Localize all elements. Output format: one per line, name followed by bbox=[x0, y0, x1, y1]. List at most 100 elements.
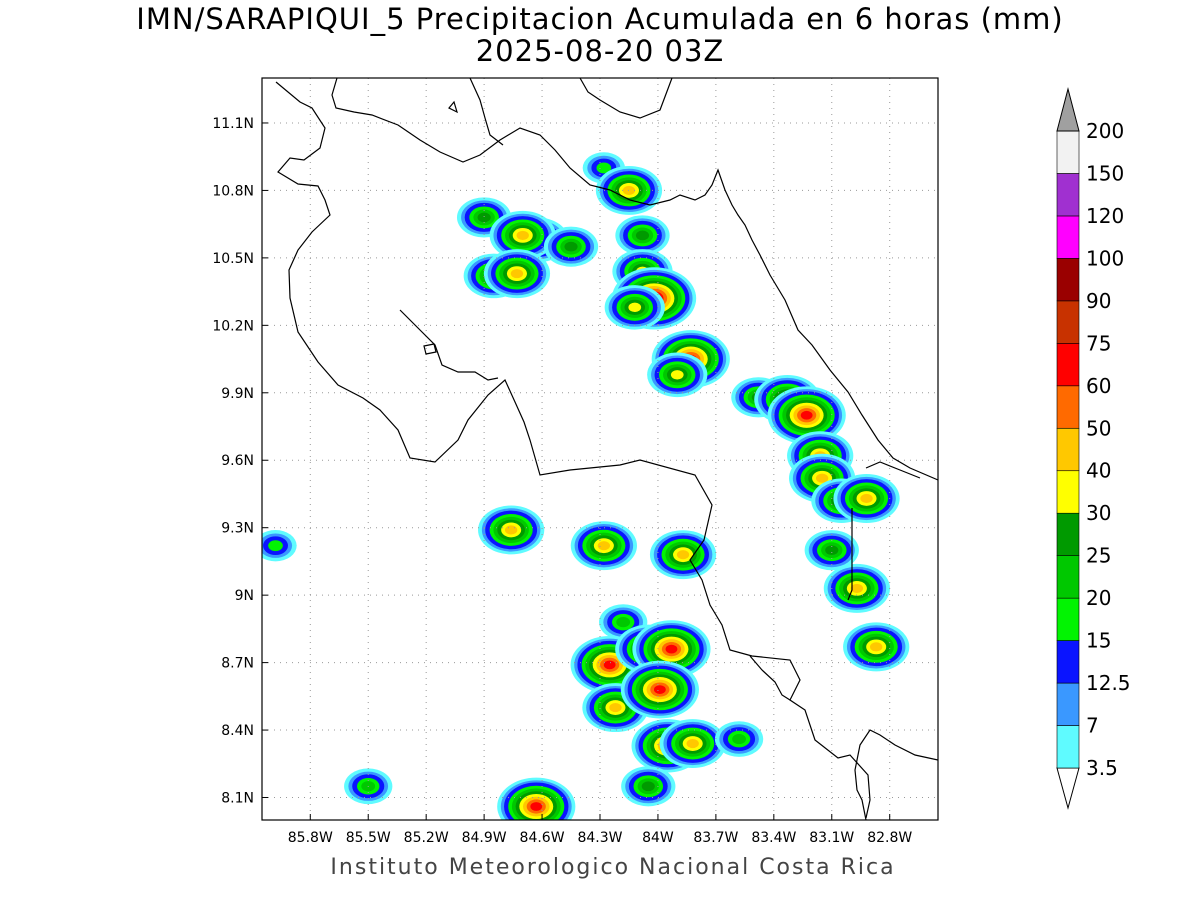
colorbar-segment bbox=[1056, 258, 1080, 302]
lon-tick-label: 83.4W bbox=[751, 830, 796, 846]
lon-tick-label: 84W bbox=[642, 830, 674, 846]
precip-contour bbox=[530, 802, 543, 811]
colorbar: 3.5 7 12.5 15 20 25 30 40 50 60 75 90 100 120 150 200 bbox=[1056, 87, 1131, 810]
axis-ticks: 85.8W 85.5W 85.2W 84.9W 84.6W 84.3W 84W 83.7W 83… bbox=[212, 116, 912, 846]
grid-lines bbox=[262, 78, 938, 820]
colorbar-segment bbox=[1056, 512, 1080, 556]
lon-tick-label: 85.8W bbox=[288, 830, 333, 846]
precip-contour bbox=[564, 241, 578, 252]
precip-cell bbox=[262, 530, 297, 562]
colorbar-label: 75 bbox=[1086, 331, 1111, 355]
precip-contour bbox=[653, 685, 666, 694]
colorbar-label: 100 bbox=[1086, 246, 1124, 270]
precip-cell bbox=[647, 352, 708, 398]
precip-cell bbox=[649, 530, 717, 580]
colorbar-label: 25 bbox=[1086, 544, 1111, 568]
precip-contour bbox=[641, 781, 655, 792]
precip-cell bbox=[621, 766, 676, 807]
precip-cell bbox=[456, 197, 512, 238]
precip-contour bbox=[609, 703, 622, 713]
coastline-and-borders bbox=[275, 78, 938, 820]
precip-cell bbox=[604, 285, 665, 330]
colorbar-segment bbox=[1056, 300, 1080, 344]
precip-contour bbox=[860, 493, 873, 504]
precip-contour bbox=[596, 162, 612, 174]
colorbar-label: 90 bbox=[1086, 289, 1111, 313]
colorbar-label: 12.5 bbox=[1086, 671, 1131, 695]
precip-cell bbox=[804, 530, 859, 571]
precip-contour bbox=[268, 540, 283, 552]
lon-tick-label: 83.1W bbox=[809, 830, 854, 846]
colorbar-label: 7 bbox=[1086, 714, 1099, 738]
colorbar-segment bbox=[1056, 385, 1080, 429]
precip-contour bbox=[670, 370, 684, 380]
precip-cell bbox=[620, 660, 699, 719]
lat-tick-label: 10.2N bbox=[212, 318, 254, 334]
colorbar-label: 120 bbox=[1086, 204, 1124, 228]
colorbar-label: 150 bbox=[1086, 161, 1124, 185]
colorbar-segment bbox=[1056, 640, 1080, 684]
precip-contour bbox=[870, 642, 883, 652]
precip-cell bbox=[615, 215, 670, 256]
precip-contour bbox=[686, 738, 699, 749]
precip-contour bbox=[603, 660, 616, 670]
colorbar-label: 60 bbox=[1086, 374, 1111, 398]
colorbar-label: 40 bbox=[1086, 459, 1111, 483]
colorbar-segment bbox=[1056, 725, 1080, 769]
precip-contour bbox=[665, 644, 678, 654]
precip-cell bbox=[823, 563, 890, 613]
colorbar-segment bbox=[1056, 343, 1080, 387]
precip-contour bbox=[635, 230, 650, 241]
precip-contour bbox=[732, 733, 746, 745]
colorbar-segment bbox=[1056, 173, 1080, 217]
precip-contour bbox=[597, 541, 611, 551]
precip-contour bbox=[800, 410, 813, 420]
lat-tick-label: 9.9N bbox=[221, 386, 254, 402]
lon-tick-label: 82.8W bbox=[867, 830, 912, 846]
colorbar-segment bbox=[1056, 555, 1080, 599]
lon-tick-label: 85.5W bbox=[346, 830, 391, 846]
precip-cell bbox=[632, 620, 711, 679]
chart-title-line-1: IMN/SARAPIQUI_5 Precipitacion Acumulada … bbox=[136, 2, 1064, 36]
lon-tick-label: 83.7W bbox=[693, 830, 738, 846]
lat-tick-label: 9.6N bbox=[221, 453, 254, 469]
precip-cell bbox=[543, 226, 599, 267]
precip-cell bbox=[843, 622, 910, 672]
colorbar-label: 15 bbox=[1086, 629, 1111, 653]
precip-cell bbox=[570, 521, 637, 571]
lon-tick-label: 84.9W bbox=[462, 830, 507, 846]
precip-cell bbox=[478, 505, 545, 555]
precip-contour bbox=[510, 269, 524, 279]
colorbar-segment bbox=[1056, 130, 1080, 174]
colorbar-segment bbox=[1056, 682, 1080, 726]
colorbar-max-arrow bbox=[1056, 87, 1080, 132]
precip-cell bbox=[497, 777, 576, 820]
colorbar-segment bbox=[1056, 470, 1080, 514]
precip-cell bbox=[659, 719, 726, 769]
lat-tick-label: 8.4N bbox=[221, 723, 254, 739]
precip-cell bbox=[833, 473, 900, 523]
chart-title-line-2: 2025-08-20 03Z bbox=[475, 34, 725, 68]
lat-tick-label: 9N bbox=[235, 588, 254, 604]
precip-cell bbox=[714, 721, 764, 757]
lon-tick-label: 84.6W bbox=[520, 830, 565, 846]
colorbar-segment bbox=[1056, 427, 1080, 472]
colorbar-label: 200 bbox=[1086, 119, 1124, 143]
precip-contour bbox=[850, 583, 864, 593]
precip-contour bbox=[616, 617, 631, 628]
precip-contour bbox=[825, 545, 839, 556]
precip-cell bbox=[489, 210, 556, 260]
colorbar-label: 3.5 bbox=[1086, 756, 1118, 780]
precip-contour bbox=[628, 302, 642, 313]
lat-tick-label: 11.1N bbox=[212, 116, 254, 132]
credit-footer: Instituto Meteorologico Nacional Costa R… bbox=[330, 855, 896, 880]
lon-tick-label: 85.2W bbox=[404, 830, 449, 846]
colorbar-label: 30 bbox=[1086, 501, 1111, 525]
precip-cell bbox=[788, 453, 856, 503]
colorbar-min-arrow bbox=[1056, 767, 1080, 810]
precip-contour bbox=[676, 550, 690, 560]
lat-tick-label: 10.8N bbox=[212, 183, 254, 199]
colorbar-label: 50 bbox=[1086, 416, 1111, 440]
colorbar-label: 20 bbox=[1086, 586, 1111, 610]
colorbar-segment bbox=[1056, 597, 1080, 641]
